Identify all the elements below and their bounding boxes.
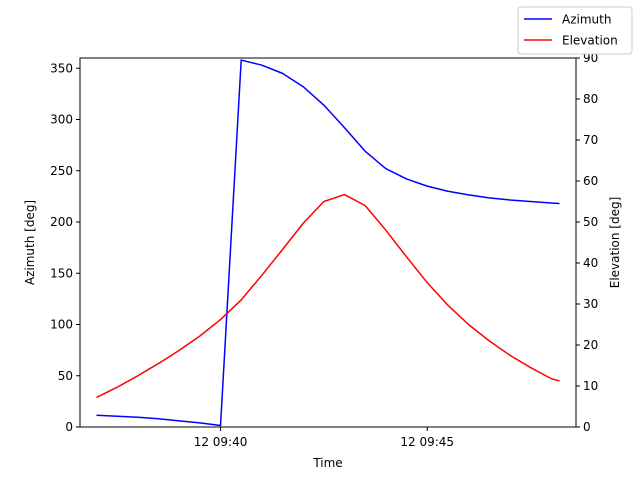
left-tick-label: 0 <box>65 420 73 434</box>
left-tick-label: 100 <box>50 318 73 332</box>
x-tick-label: 12 09:40 <box>194 435 248 449</box>
left-tick-label: 50 <box>58 369 73 383</box>
left-axis: 0 50 100 150 200 250 300 350 <box>50 61 80 434</box>
series-line-azimuth <box>96 59 560 427</box>
right-tick-label: 40 <box>583 256 598 270</box>
left-tick-label: 200 <box>50 215 73 229</box>
x-tick-label: 12 09:45 <box>400 435 454 449</box>
plot-frame <box>79 57 577 428</box>
left-tick-label: 250 <box>50 164 73 178</box>
legend: Azimuth Elevation <box>517 6 633 55</box>
right-axis-label: Elevation [deg] <box>608 197 622 289</box>
right-tick-label: 80 <box>583 92 598 106</box>
right-tick-label: 70 <box>583 133 598 147</box>
x-axis: 12 09:40 12 09:45 <box>194 427 454 449</box>
left-axis-label: Azimuth [deg] <box>23 200 37 285</box>
legend-label-azimuth: Azimuth <box>562 13 611 27</box>
x-axis-label: Time <box>312 456 342 470</box>
right-tick-label: 0 <box>583 420 591 434</box>
series-layer <box>96 59 560 427</box>
left-tick-label: 300 <box>50 113 73 127</box>
left-tick-label: 150 <box>50 266 73 280</box>
series-line-elevation <box>96 193 560 399</box>
legend-label-elevation: Elevation <box>562 34 618 48</box>
right-tick-label: 50 <box>583 215 598 229</box>
right-tick-label: 60 <box>583 174 598 188</box>
right-tick-label: 20 <box>583 338 598 352</box>
right-tick-label: 10 <box>583 379 598 393</box>
left-tick-label: 350 <box>50 61 73 75</box>
right-tick-label: 30 <box>583 297 598 311</box>
